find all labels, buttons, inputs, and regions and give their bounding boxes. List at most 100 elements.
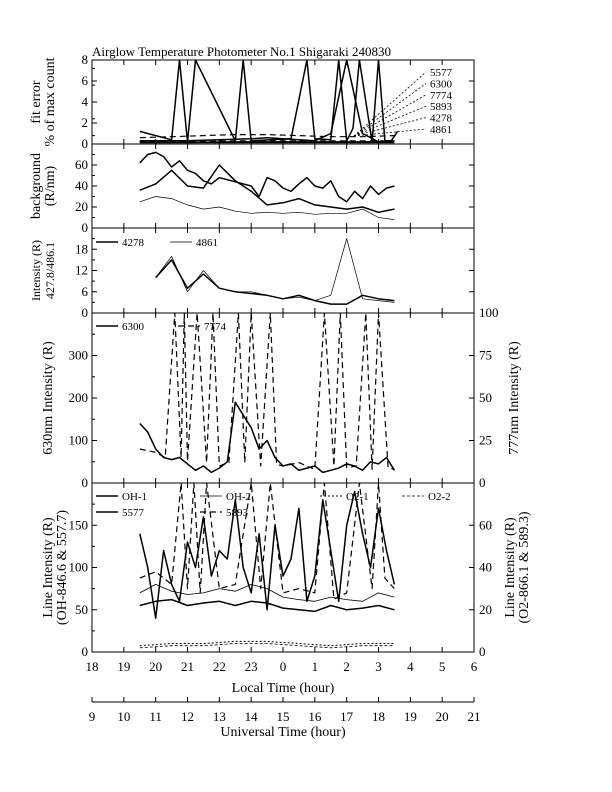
series-blue_intensity-4278 <box>155 259 395 305</box>
ylabel2-blue_intensity: 427.8/486.1 <box>43 242 57 299</box>
panel-blue_intensity: 0 6 12 18 Intensity (R) 427.8/486.1 <box>29 227 475 320</box>
local-time-tick-label: 20 <box>149 659 162 674</box>
ylabel2-fit_error: % of max count <box>43 57 58 146</box>
universal-time-tick-label: 19 <box>404 709 417 724</box>
ytick-label-red_intensity: 300 <box>69 348 89 363</box>
local-time-tick-label: 0 <box>280 659 287 674</box>
ytick-right-label-line_intensity: 40 <box>479 560 492 575</box>
legend-text-o2-2: O2-2 <box>428 491 451 503</box>
universal-time-tick-label: 15 <box>277 709 290 724</box>
legend-leader-6300 <box>353 83 427 137</box>
legend-text-o2-1: O2-1 <box>346 491 369 503</box>
legend-text-5577: 5577 <box>122 507 145 519</box>
series-fit_error-5893 <box>139 140 395 143</box>
ytick-right-label-line_intensity: 60 <box>479 517 492 532</box>
ytick-label-background: 0 <box>82 220 89 235</box>
ytick-right-label-red_intensity: 0 <box>479 475 486 490</box>
legend-leader-7774 <box>353 94 427 137</box>
series-group-line_intensity <box>139 483 396 649</box>
legend-label-6300: 6300 <box>430 78 453 90</box>
ylabel-line_intensity: Line Intensity (R) <box>41 517 56 618</box>
series-line_intensity-o2-2 <box>139 643 395 649</box>
local-time-tick-label: 3 <box>375 659 382 674</box>
series-line_intensity-5577 <box>139 490 396 619</box>
universal-time-tick-label: 9 <box>89 709 96 724</box>
legend-leader-4278 <box>353 117 427 137</box>
local-time-tick-label: 4 <box>407 659 414 674</box>
ytick-label-blue_intensity: 6 <box>82 284 89 299</box>
universal-time-tick-label: 13 <box>213 709 226 724</box>
legend-text-6300: 6300 <box>122 321 145 333</box>
panel-line_intensity: 0 50 100 150 0 20 40 60 Line Intensity (R) (OH-84… <box>41 482 532 659</box>
local-time-tick-label: 23 <box>245 659 258 674</box>
local-time-tick-label: 22 <box>213 659 226 674</box>
series-background-6300 <box>139 164 395 214</box>
series-line_intensity-oh-2 <box>139 584 395 602</box>
ylabel-fit_error: fit error <box>29 80 44 123</box>
universal-time-tick-label: 20 <box>436 709 449 724</box>
ylabel-right-red_intensity: 777nm Intensity (R) <box>507 341 522 455</box>
universal-time-tick-label: 18 <box>372 709 385 724</box>
panel-fit_error: 0 2 4 6 8 fit error% of max count <box>29 52 475 151</box>
ylabel-right2-line_intensity: (O2-866.1 & 589.3) <box>517 511 532 623</box>
panel-frame-red_intensity <box>91 312 475 484</box>
legend-label-5577: 5577 <box>430 67 453 79</box>
ylabel2-line_intensity: (OH-846.6 & 557.7) <box>55 510 70 625</box>
legend-text-4278: 4278 <box>122 237 145 249</box>
series-group-red_intensity <box>139 313 396 474</box>
local-time-tick-label: 6 <box>471 659 478 674</box>
legend-leader-5577 <box>353 71 427 137</box>
ytick-right-label-line_intensity: 0 <box>479 644 486 659</box>
series-red_intensity-7774 <box>139 313 395 470</box>
ytick-right-label-line_intensity: 20 <box>479 602 492 617</box>
universal-time-tick-label: 11 <box>149 709 162 724</box>
ytick-label-fit_error: 0 <box>82 136 89 151</box>
local-time-tick-label: 5 <box>439 659 446 674</box>
legend-text-oh-1: OH-1 <box>122 491 147 503</box>
universal-time-tick-label: 14 <box>245 709 259 724</box>
series-group-background <box>139 151 395 220</box>
universal-time-tick-label: 12 <box>181 709 194 724</box>
universal-time-tick-label: 17 <box>340 709 354 724</box>
ylabel-red_intensity: 630nm Intensity (R) <box>41 341 56 455</box>
ytick-label-line_intensity: 100 <box>69 560 89 575</box>
ytick-label-line_intensity: 0 <box>82 644 89 659</box>
ytick-label-fit_error: 4 <box>82 94 89 109</box>
legend-text-4861: 4861 <box>196 237 218 249</box>
ytick-label-background: 20 <box>75 199 88 214</box>
local-time-tick-label: 18 <box>86 659 99 674</box>
ytick-label-line_intensity: 150 <box>69 517 89 532</box>
series-background-5577 <box>139 151 395 203</box>
local-time-tick-label: 21 <box>181 659 194 674</box>
series-fit_error-5577 <box>139 60 399 143</box>
legend-leader-4861 <box>353 128 427 137</box>
local-time-tick-label: 19 <box>117 659 130 674</box>
series-line_intensity-5893 <box>139 483 395 600</box>
series-fit_error-4278 <box>139 141 395 144</box>
ytick-label-line_intensity: 50 <box>75 602 88 617</box>
local-time-axis-label: Local Time (hour) <box>232 681 335 696</box>
series-red_intensity-6300 <box>139 401 396 474</box>
ytick-label-fit_error: 6 <box>82 73 89 88</box>
series-group-blue_intensity <box>155 238 395 305</box>
legend-text-7774: 7774 <box>204 321 227 333</box>
universal-time-tick-label: 10 <box>117 709 130 724</box>
ylabel-background: background <box>29 153 44 219</box>
ytick-label-red_intensity: 200 <box>69 390 89 405</box>
ylabel-blue_intensity: Intensity (R) <box>29 240 43 301</box>
ylabel2-background: (R/nm) <box>43 165 58 206</box>
universal-time-tick-label: 21 <box>468 709 481 724</box>
legend-text-5893: 5893 <box>226 507 249 519</box>
series-group-fit_error <box>139 60 399 144</box>
series-background-4861 <box>139 196 395 220</box>
legend-label-7774: 7774 <box>430 90 453 102</box>
local-time-tick-label: 1 <box>312 659 319 674</box>
panel-red_intensity: 0 100 200 300 0 25 50 75 100 630nm Intensity (R) 7… <box>41 305 522 490</box>
local-time-tick-label: 2 <box>343 659 350 674</box>
ytick-label-red_intensity: 0 <box>82 475 89 490</box>
ytick-right-label-red_intensity: 75 <box>479 348 492 363</box>
series-fit_error-7774 <box>139 134 395 139</box>
ytick-label-fit_error: 2 <box>82 115 89 130</box>
